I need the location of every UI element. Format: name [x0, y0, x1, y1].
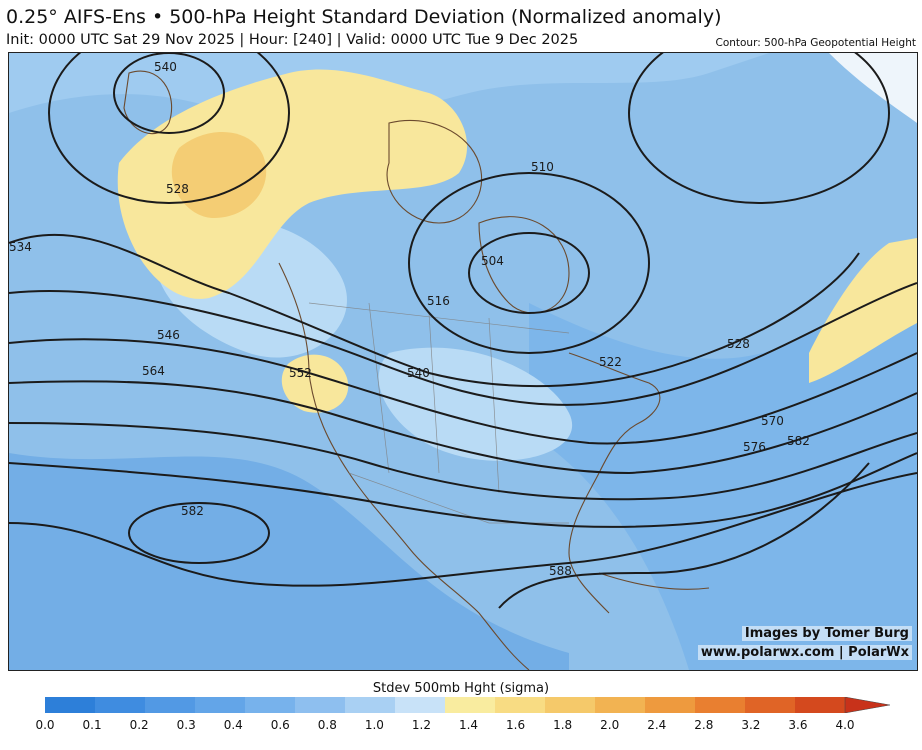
high-spread-region	[809, 238, 917, 383]
colorbar-extend-arrow	[844, 697, 891, 713]
colorbar-segment	[45, 697, 96, 713]
colorbar-tick-label: 2.0	[600, 718, 620, 732]
contour-label-group: 540 528 534 546 564 552 540 516 504 510 …	[9, 60, 810, 578]
contour-label: 534	[9, 240, 32, 254]
colorbar-segment	[745, 697, 796, 713]
contour-line	[9, 282, 917, 406]
colorbar-segment	[95, 697, 146, 713]
colorbar-tick-label: 0.1	[82, 718, 102, 732]
contour-line	[113, 53, 225, 134]
colorbar-tick-label: 0.0	[35, 718, 55, 732]
colorbar-tick-label: 0.3	[176, 718, 196, 732]
colorbar-title: Stdev 500mb Hght (sigma)	[372, 681, 550, 696]
colorbar-segment	[495, 697, 546, 713]
height-contours	[9, 53, 917, 609]
colorbar-segment	[795, 697, 846, 713]
contour-label: 528	[166, 182, 189, 196]
hudson-bay	[478, 216, 570, 314]
contour-label: 510	[531, 160, 554, 174]
map-panel: 540 528 534 546 564 552 540 516 504 510 …	[8, 52, 918, 671]
colorbar-tick-label: 1.0	[364, 718, 384, 732]
colorbar-segment	[445, 697, 496, 713]
low-spread-region	[529, 283, 917, 670]
state-lines	[368, 302, 500, 494]
credit-author: Images by Tomer Burg	[741, 626, 912, 641]
colorbar-tick-label: 4.0	[835, 718, 855, 732]
contour-line	[48, 53, 290, 204]
high-spread-region	[117, 69, 468, 299]
border-us-mexico	[348, 472, 569, 524]
contour-label: 528	[727, 337, 750, 351]
colorbar-tick-label: 2.8	[694, 718, 714, 732]
contour-line	[128, 502, 270, 564]
contour-line	[9, 233, 860, 388]
colorbar-segment	[395, 697, 446, 713]
contour-label: 552	[289, 366, 312, 380]
contour-label: 582	[787, 434, 810, 448]
colorbar-segments	[45, 697, 846, 713]
hudson-region	[386, 119, 483, 224]
colorbar-tick-label: 0.4	[223, 718, 243, 732]
contour-line	[9, 472, 917, 587]
contour-line	[9, 452, 917, 528]
colorbar-segment	[145, 697, 196, 713]
colorbar-tick-label: 1.2	[411, 718, 432, 732]
colorbar-tick-label: 3.6	[788, 718, 808, 732]
colorbar-tick-labels: 0.0 0.1 0.2 0.3 0.4 0.6 0.8 1.0 1.2 1.4 1.6 1.8 2.0 2…	[0, 718, 922, 736]
contour-label: 546	[157, 328, 180, 342]
contour-label: 588	[549, 564, 572, 578]
credit-website: www.polarwx.com | PolarWx	[697, 645, 912, 660]
contour-line	[408, 172, 650, 354]
caribbean-islands	[598, 572, 710, 590]
colorbar-tick-label: 1.4	[458, 718, 479, 732]
chart-subtitle: Init: 0000 UTC Sat 29 Nov 2025 | Hour: […	[6, 32, 579, 48]
contour-line	[9, 338, 917, 445]
colorbar-tick-label: 1.6	[506, 718, 526, 732]
colorbar-segment	[645, 697, 696, 713]
border-us-canada	[308, 302, 570, 334]
contour-label: 576	[743, 440, 766, 454]
colorbar-segment	[345, 697, 396, 713]
political-borders	[308, 302, 570, 524]
colorbar-segment	[545, 697, 596, 713]
mid-spread-region	[829, 53, 917, 123]
chart-title: 0.25° AIFS-Ens • 500-hPa Height Standard…	[6, 6, 722, 28]
peak-spread-region	[171, 131, 267, 218]
contour-note: Contour: 500-hPa Geopotential Height	[715, 37, 916, 49]
contour-label: 504	[481, 254, 504, 268]
contour-label: 540	[407, 366, 430, 380]
colorbar-segment	[695, 697, 746, 713]
map-canvas: 540 528 534 546 564 552 540 516 504 510 …	[9, 53, 917, 670]
contour-label: 570	[761, 414, 784, 428]
low-spread-region	[9, 453, 569, 670]
contour-line	[9, 422, 917, 501]
colorbar-segment	[245, 697, 296, 713]
contour-label: 516	[427, 294, 450, 308]
contour-line	[9, 380, 917, 475]
colorbar-tick-label: 1.8	[553, 718, 573, 732]
colorbar	[45, 697, 891, 713]
contour-line	[628, 53, 890, 204]
colorbar-segment	[295, 697, 346, 713]
colorbar-tick-label: 0.2	[129, 718, 149, 732]
contour-label: 564	[142, 364, 165, 378]
colorbar-segment	[595, 697, 646, 713]
contour-label: 522	[599, 355, 622, 369]
colorbar-tick-label: 0.8	[317, 718, 337, 732]
colorbar-segment	[195, 697, 246, 713]
contour-line	[468, 232, 590, 314]
contour-line	[498, 462, 870, 609]
colorbar-tick-label: 3.2	[741, 718, 761, 732]
colorbar-tick-label: 0.6	[270, 718, 290, 732]
colorbar-tick-label: 2.4	[647, 718, 667, 732]
contour-label: 540	[154, 60, 177, 74]
contour-label: 582	[181, 504, 204, 518]
